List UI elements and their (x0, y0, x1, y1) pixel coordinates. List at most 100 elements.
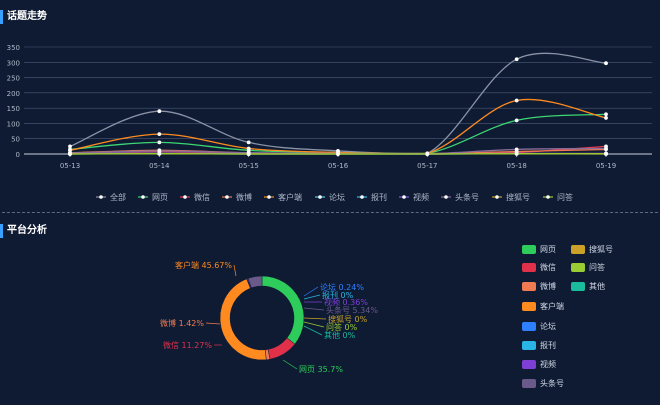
legend-label: 视频 (413, 192, 429, 202)
data-point (246, 140, 251, 145)
legend-swatch (522, 341, 536, 350)
legend-label: 客户端 (278, 192, 302, 202)
data-point (514, 57, 519, 62)
legend-label: 问答 (557, 192, 573, 202)
slice-label: 网页 35.7% (299, 365, 343, 374)
legend-label: 问答 (589, 263, 605, 272)
data-point (604, 146, 608, 151)
slice-label: 论坛 0.24% (320, 282, 364, 292)
legend-item-问答[interactable]: 问答 (571, 262, 605, 273)
legend-item-论坛[interactable]: 论坛 (522, 321, 556, 332)
legend-label: 报刊 (371, 192, 387, 202)
legend-item: 问答 (543, 192, 573, 202)
legend-item: 网页 (138, 193, 168, 202)
legend-item: 微博 (222, 192, 252, 202)
platform-section-title: 平台分析 (0, 224, 47, 238)
label-leader (282, 359, 298, 370)
y-tick-label: 0 (16, 151, 20, 159)
legend-swatch-dot (225, 195, 229, 199)
legend-item: 搜狐号 (492, 192, 530, 202)
legend-item: 论坛 (315, 192, 345, 202)
y-tick-label: 250 (7, 75, 20, 83)
legend-item: 视频 (399, 192, 429, 202)
legend-swatch-dot (444, 195, 448, 199)
y-tick-label: 100 (7, 120, 20, 128)
legend-item-其他[interactable]: 其他 (571, 281, 605, 292)
y-tick-label: 200 (7, 90, 20, 98)
legend-swatch-dot (546, 195, 550, 199)
section-divider (2, 212, 658, 213)
x-tick-label: 05-19 (596, 162, 616, 170)
data-point (246, 152, 251, 156)
trend-line-chart: 0 50 100 150 200 250 300 350 05-13 05-14 05-15 05-1… (7, 44, 652, 202)
x-tick-label: 05-18 (506, 162, 526, 170)
legend-swatch-dot (360, 195, 364, 199)
legend-label: 头条号 (540, 379, 564, 388)
legend-item-头条号[interactable]: 头条号 (522, 378, 564, 389)
data-point (514, 98, 519, 103)
legend-item-报刊[interactable]: 报刊 (522, 340, 556, 351)
data-point (514, 147, 519, 152)
legend-swatch (522, 282, 536, 291)
legend-label: 搜狐号 (506, 192, 530, 202)
slice-label: 问答 0% (326, 322, 358, 332)
data-point (425, 152, 430, 156)
label-leader (205, 322, 221, 325)
label-leader (303, 294, 321, 300)
legend-item-视频[interactable]: 视频 (522, 359, 556, 370)
legend-item-搜狐号[interactable]: 搜狐号 (571, 244, 613, 255)
slice-label: 搜狐号 0% (328, 314, 368, 324)
legend-item: 头条号 (441, 192, 479, 202)
legend-item-客户端[interactable]: 客户端 (522, 301, 564, 312)
y-tick-label: 350 (7, 44, 20, 52)
data-point (157, 109, 162, 114)
data-point (514, 118, 519, 123)
slice-label: 其他 0% (324, 330, 356, 340)
legend-swatch (522, 263, 536, 272)
slice-label: 视频 0.36% (324, 297, 368, 307)
legend-label: 头条号 (455, 192, 479, 202)
legend-item-微博[interactable]: 微博 (522, 281, 556, 292)
data-point (68, 148, 72, 153)
legend-swatch (522, 322, 536, 331)
data-point (157, 151, 162, 156)
data-point (604, 112, 608, 117)
legend-item: 微信 (180, 192, 210, 202)
legend-label: 微博 (540, 282, 556, 291)
legend-swatch (522, 379, 536, 388)
label-leader (233, 264, 237, 277)
legend-swatch (571, 245, 585, 254)
legend-label: 微信 (540, 263, 556, 272)
donut-slice-客户端 (219, 278, 267, 361)
x-tick-label: 05-15 (238, 162, 258, 170)
data-point (604, 61, 608, 66)
legend-swatch-dot (267, 195, 271, 199)
data-point (157, 140, 162, 145)
x-tick-label: 05-13 (60, 162, 80, 170)
legend-swatch (522, 245, 536, 254)
data-point (336, 152, 340, 156)
data-point (604, 116, 608, 120)
legend-item: 客户端 (264, 192, 302, 202)
y-tick-label: 50 (11, 136, 20, 144)
legend-item-网页[interactable]: 网页 (522, 244, 556, 255)
legend-label: 论坛 (540, 322, 556, 331)
data-point (68, 152, 72, 156)
data-point (157, 132, 162, 137)
y-tick-label: 150 (7, 105, 20, 113)
trend-section-title: 话题走势 (0, 10, 47, 24)
legend-swatch-dot (402, 195, 406, 199)
label-leader (303, 325, 323, 336)
legend-label: 微信 (194, 192, 210, 202)
donut-slice-微信 (267, 337, 296, 360)
donut-slice-网页 (261, 275, 305, 345)
legend-label: 客户端 (540, 302, 564, 311)
legend-label: 网页 (152, 193, 168, 202)
data-point (246, 146, 251, 151)
legend-swatch-dot (183, 195, 187, 199)
x-tick-label: 05-16 (328, 162, 349, 170)
legend-item-微信[interactable]: 微信 (522, 262, 556, 273)
legend-label: 全部 (110, 192, 126, 202)
x-tick-label: 05-17 (417, 162, 437, 170)
